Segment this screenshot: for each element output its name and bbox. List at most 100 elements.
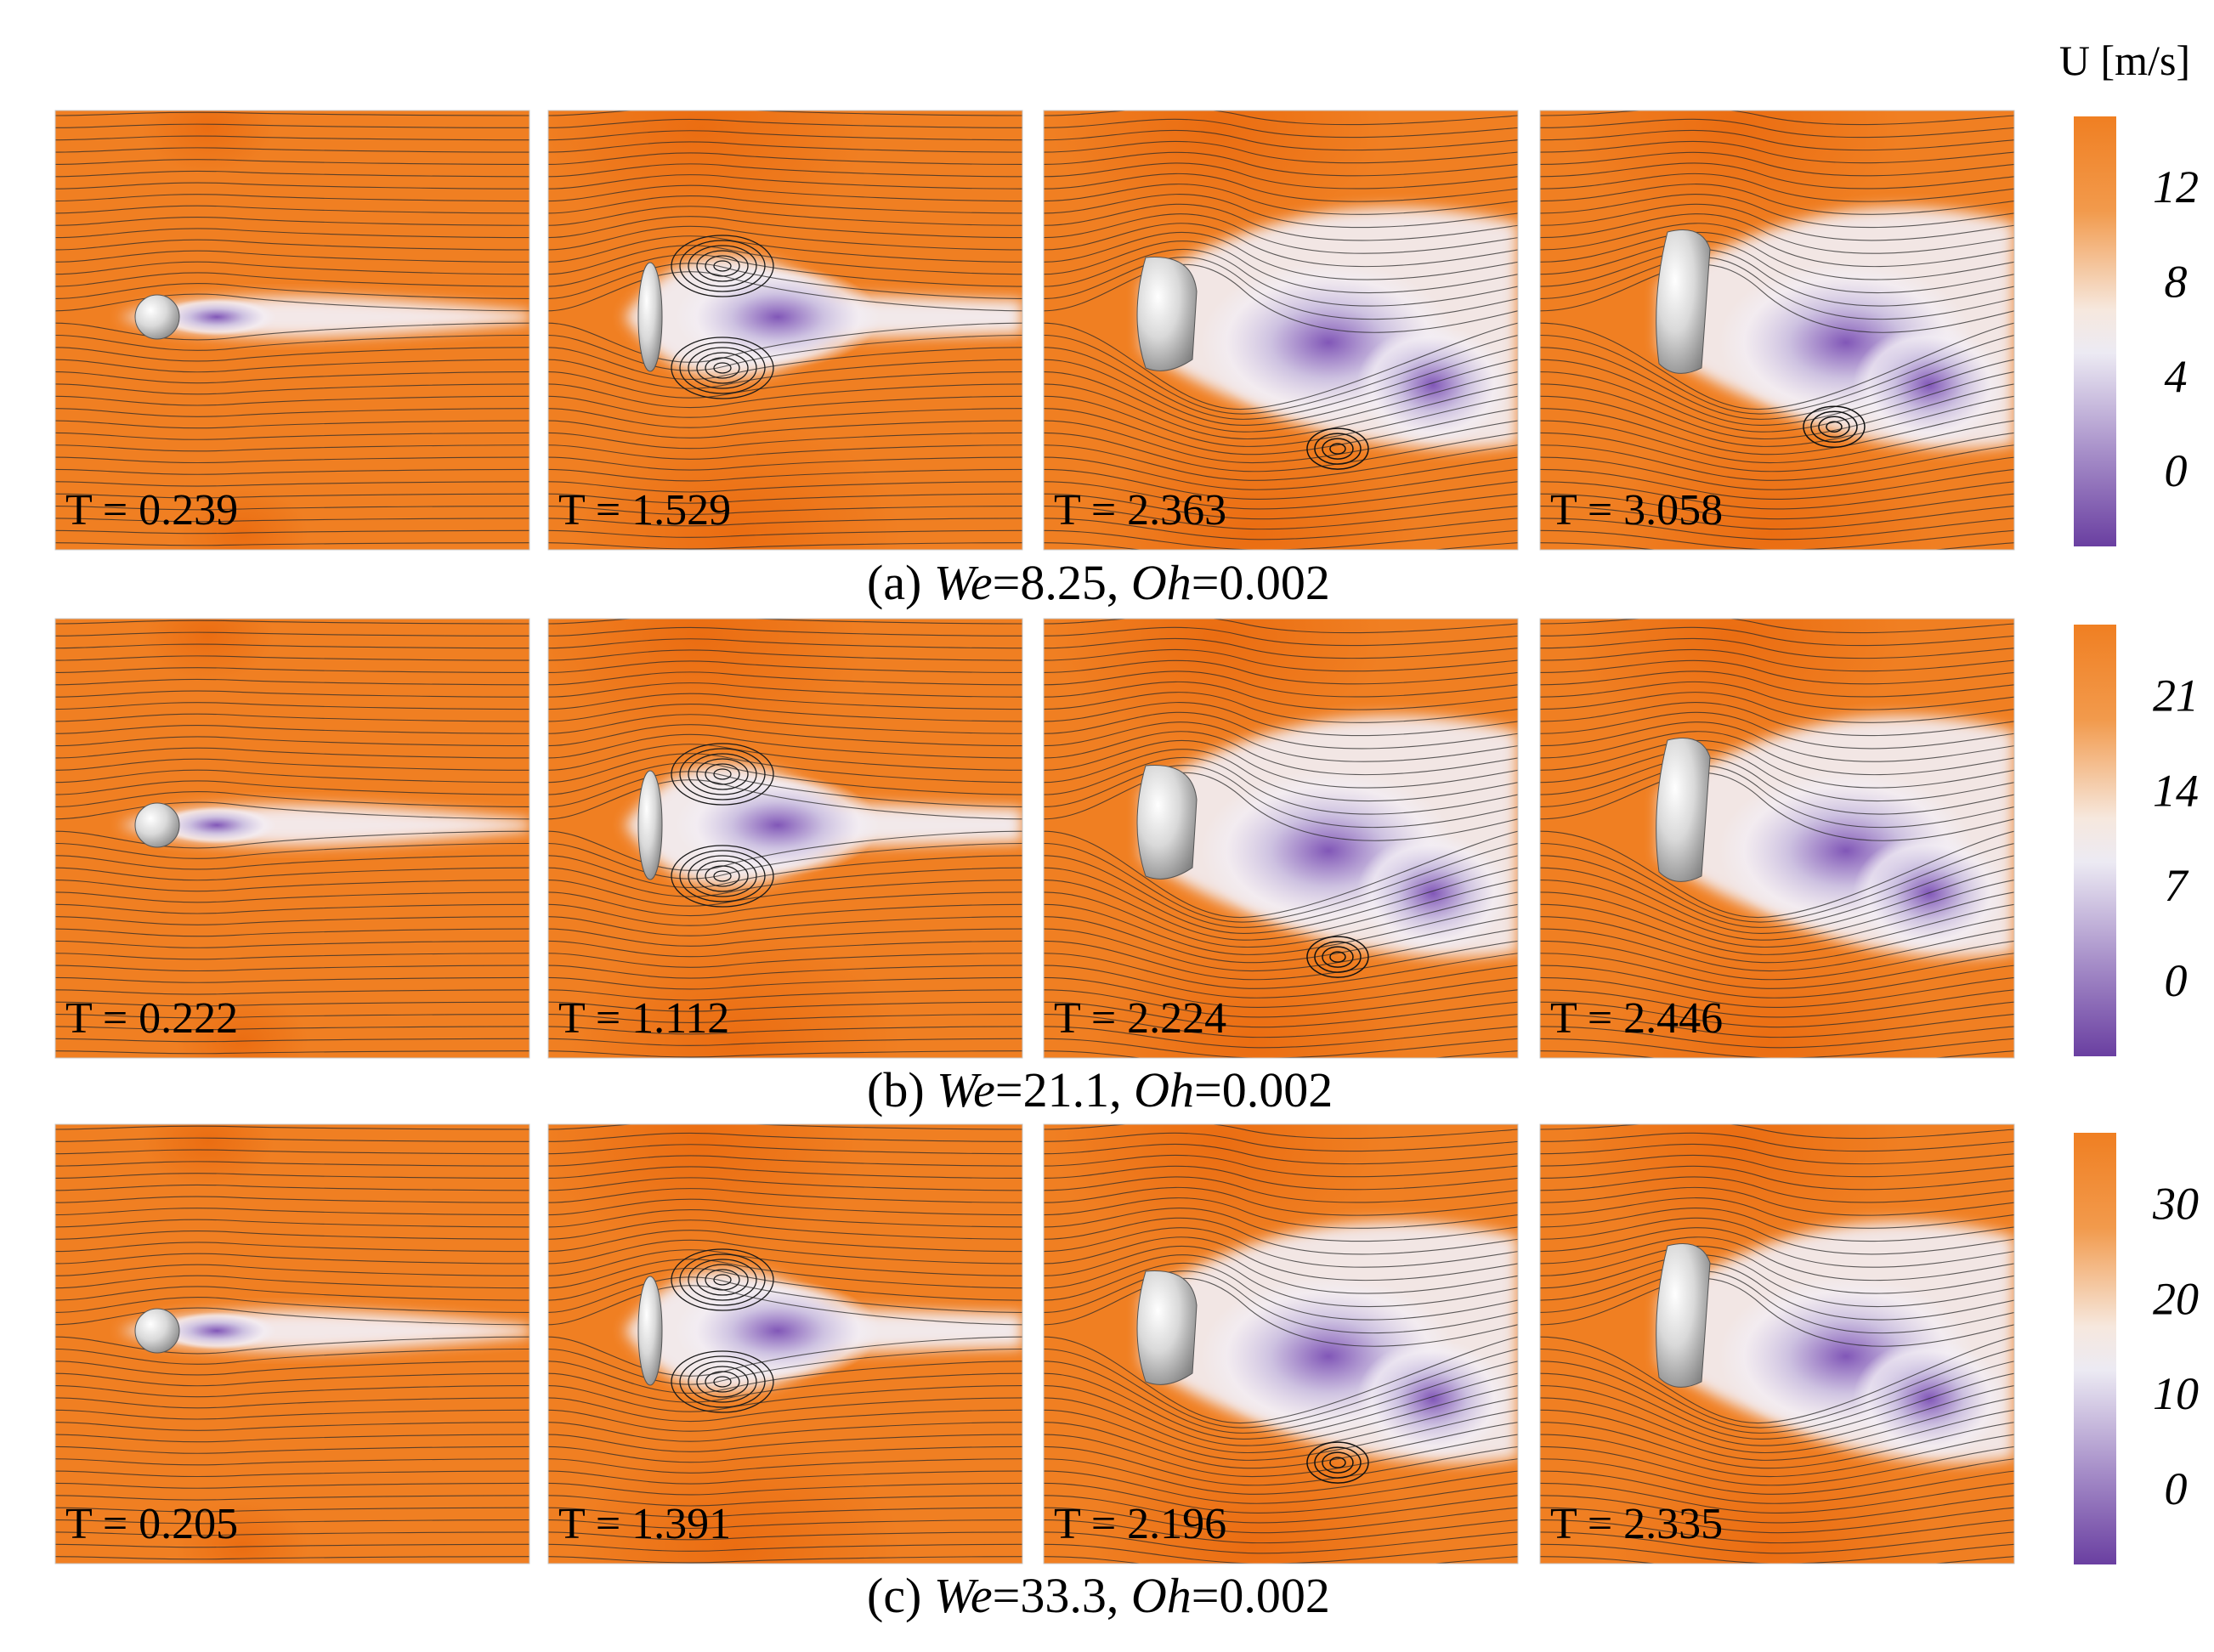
- recirculation-zone: [676, 265, 880, 368]
- vortex: [671, 235, 774, 297]
- droplet: [1136, 764, 1198, 880]
- panel-border: [54, 618, 530, 1059]
- droplet: [637, 770, 663, 880]
- panel-border: [1539, 110, 2015, 551]
- colorbar-tick: 7: [2165, 860, 2189, 911]
- panel-border: [547, 618, 1023, 1059]
- ohnesorge-symbol: Oh: [1134, 1062, 1194, 1117]
- time-label: T = 0.239: [65, 486, 238, 535]
- droplet: [1136, 1270, 1198, 1385]
- caption-label: (b): [867, 1062, 937, 1117]
- time-label: T = 1.391: [558, 1500, 731, 1548]
- time-label: T = 3.058: [1550, 486, 1723, 535]
- vortex: [1803, 405, 1866, 448]
- streamlines: [1044, 110, 1518, 550]
- time-label: T = 2.196: [1054, 1500, 1226, 1548]
- high-speed-zone: [142, 1124, 275, 1187]
- panel-border: [1539, 618, 2015, 1059]
- high-speed-zone: [142, 619, 275, 682]
- streamlines: [55, 111, 529, 546]
- vortex: [671, 337, 774, 399]
- vortex: [671, 845, 774, 908]
- flow-panel: T = 2.224: [1043, 618, 1519, 1059]
- vortex: [671, 1350, 774, 1413]
- recirculation-zone: [157, 1311, 276, 1349]
- row-caption: (b) We=21.1, Oh=0.002: [867, 1062, 1333, 1117]
- ohnesorge-symbol: Oh: [1131, 555, 1192, 610]
- captions-layer: (a) We=8.25, Oh=0.002 (b) We=21.1, Oh=0.0…: [867, 555, 1333, 1623]
- streamlines: [1540, 619, 2014, 1058]
- droplet: [134, 802, 180, 848]
- streamlines: [548, 110, 1022, 550]
- high-speed-zone: [1052, 110, 1384, 242]
- high-speed-zone: [1570, 1124, 1901, 1256]
- streamlines: [55, 620, 529, 1055]
- colorbar-title: U [m/s]: [2059, 37, 2190, 84]
- row-caption: (a) We=8.25, Oh=0.002: [867, 555, 1330, 610]
- colorbar: [2074, 625, 2116, 1056]
- high-speed-zone: [1604, 418, 1935, 550]
- colorbar-tick: 20: [2153, 1273, 2199, 1324]
- recirculation-zone: [676, 773, 880, 876]
- panel-border: [1043, 618, 1519, 1059]
- streamlines: [1044, 619, 1518, 1058]
- panel-border: [1043, 110, 1519, 551]
- panel-border: [54, 1123, 530, 1564]
- colorbar-tick: 8: [2165, 257, 2188, 308]
- droplet: [1656, 1243, 1711, 1388]
- flow-panel: T = 0.239: [54, 110, 530, 551]
- streamlines: [1540, 110, 2014, 550]
- time-label: T = 2.335: [1550, 1500, 1723, 1548]
- streamlines: [548, 619, 1022, 1058]
- weber-symbol: We: [934, 1568, 993, 1623]
- weber-symbol: We: [937, 1062, 995, 1117]
- flow-panel: T = 3.058: [1539, 110, 2015, 551]
- weber-symbol: We: [934, 555, 993, 610]
- colorbar: [2074, 1133, 2116, 1564]
- high-speed-zone: [176, 1501, 309, 1564]
- colorbar-tick: 0: [2165, 955, 2188, 1006]
- high-speed-zone: [142, 110, 275, 173]
- droplet: [637, 262, 663, 372]
- weber-value: =33.3,: [993, 1568, 1131, 1623]
- caption-label: (a): [867, 555, 934, 610]
- flow-panel: T = 0.205: [54, 1123, 530, 1564]
- high-speed-zone: [1570, 619, 1901, 750]
- time-label: T = 1.112: [558, 994, 729, 1043]
- flow-panel: T = 2.335: [1539, 1123, 2015, 1564]
- high-speed-zone: [1052, 1124, 1384, 1256]
- time-label: T = 2.446: [1550, 994, 1723, 1043]
- ohnesorge-value: =0.002: [1192, 555, 1330, 610]
- high-speed-zone: [1604, 926, 1935, 1058]
- panel-border: [1043, 1123, 1519, 1564]
- high-speed-zone: [1086, 926, 1418, 1058]
- high-speed-zone: [176, 487, 309, 550]
- ohnesorge-value: =0.002: [1192, 1568, 1330, 1623]
- streamlines: [1540, 1124, 2014, 1564]
- panel-border: [547, 110, 1023, 551]
- vortex: [671, 1248, 774, 1311]
- colorbar-tick: 12: [2153, 161, 2199, 212]
- panel-border: [1539, 1123, 2015, 1564]
- time-label: T = 0.205: [65, 1500, 238, 1548]
- flow-panel: T = 2.446: [1539, 618, 2015, 1059]
- colorbar: [2074, 116, 2116, 546]
- droplet: [134, 294, 180, 340]
- vortex: [1306, 427, 1369, 470]
- flow-panel: T = 1.529: [547, 110, 1023, 551]
- recirculation-zone: [1356, 325, 1509, 444]
- panel-border: [54, 110, 530, 551]
- streamlines: [55, 1125, 529, 1560]
- recirculation-zone: [676, 1279, 880, 1382]
- high-speed-zone: [548, 1124, 867, 1256]
- droplet: [134, 1308, 180, 1354]
- high-speed-zone: [176, 995, 309, 1058]
- colorbars-layer: 12 8 4 0 21 14 7 0 30 20 10 0: [2074, 116, 2199, 1564]
- colorbar-tick: 0: [2165, 445, 2188, 496]
- colorbar-tick: 4: [2165, 351, 2188, 402]
- recirculation-zone: [157, 806, 276, 844]
- vortex: [1306, 1441, 1369, 1484]
- colorbar-tick: 30: [2152, 1179, 2199, 1230]
- high-speed-zone: [1570, 110, 1901, 242]
